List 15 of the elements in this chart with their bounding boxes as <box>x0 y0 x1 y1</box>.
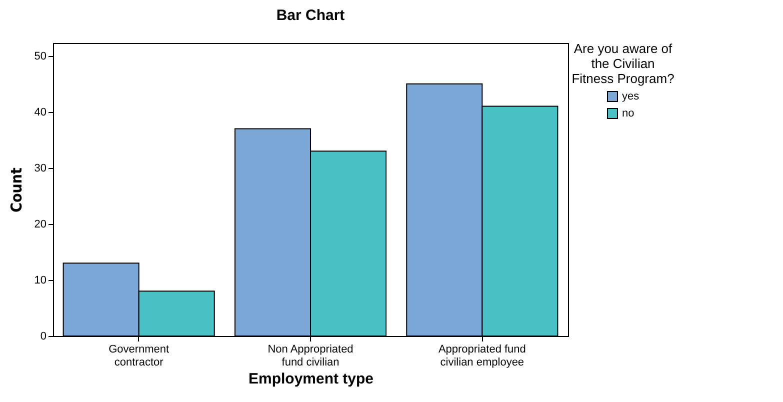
legend-title: Are you aware of the Civilian Fitness Program? <box>572 41 674 86</box>
x-tick-label: Appropriated fund civilian employee <box>438 344 526 368</box>
y-tick-label: 40 <box>34 106 46 118</box>
x-tick-label: Government contractor <box>108 344 170 368</box>
x-tick-label: Non Appropriated fund civilian <box>268 344 354 368</box>
chart-title: Bar Chart <box>276 7 345 24</box>
legend-label: yes <box>622 90 640 102</box>
y-tick-label: 50 <box>34 50 46 62</box>
legend-label: no <box>622 108 634 120</box>
y-tick-label: 30 <box>34 162 46 174</box>
y-axis-title: Count <box>7 167 26 212</box>
x-axis-title: Employment type <box>248 370 374 388</box>
y-tick-label: 0 <box>40 330 46 342</box>
y-tick-label: 10 <box>34 274 46 286</box>
y-tick-label: 20 <box>34 218 46 230</box>
